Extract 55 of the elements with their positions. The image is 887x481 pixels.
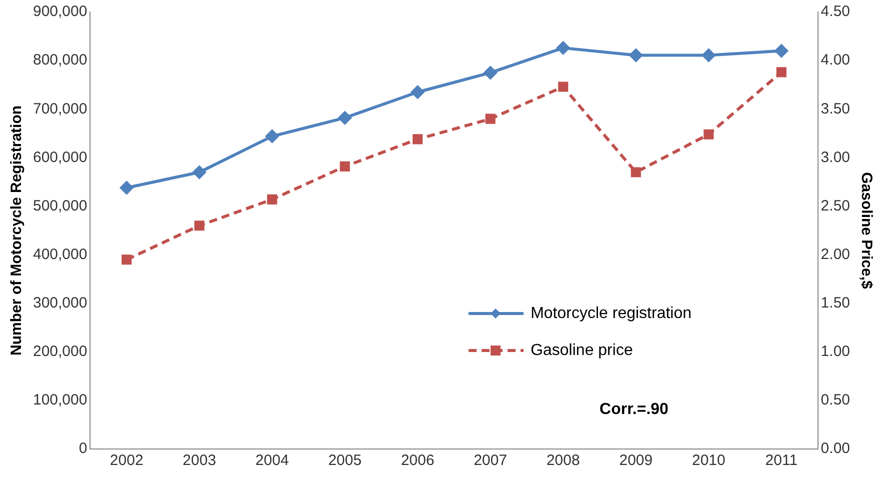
annotation: Corr.=.90 <box>600 401 669 418</box>
y2-tick-label: 4.00 <box>820 52 850 69</box>
point <box>558 82 568 92</box>
point <box>630 167 641 178</box>
y2-tick-label: 0.50 <box>820 392 850 409</box>
point <box>266 130 279 143</box>
point <box>122 254 132 265</box>
x-tick-label: 2008 <box>546 452 580 470</box>
y2-tick-label: 2.50 <box>820 197 850 214</box>
point <box>702 48 716 62</box>
x-tick-label: 2007 <box>474 452 508 470</box>
point <box>411 86 424 99</box>
y-tick-label: 800,000 <box>32 52 88 69</box>
point <box>556 41 570 54</box>
point <box>629 48 642 62</box>
point <box>267 194 278 204</box>
point <box>484 66 497 80</box>
point <box>338 111 352 124</box>
y-tick-label: 100,000 <box>32 392 88 409</box>
x-tick-label: 2002 <box>110 452 144 470</box>
y-tick-label: 0 <box>78 440 88 458</box>
y2-tick-label: 0.00 <box>820 440 850 458</box>
y-tick-label: 500,000 <box>32 197 88 214</box>
x-tick-label: 2006 <box>400 452 434 470</box>
y-tick-label: 300,000 <box>32 294 88 312</box>
y-tick-label: 600,000 <box>32 148 88 166</box>
y2-tick-label: 1.50 <box>820 294 850 312</box>
y2-tick-label: 3.50 <box>820 100 850 118</box>
point <box>194 220 204 231</box>
point <box>340 161 350 172</box>
y2-tick-label: 4.50 <box>820 3 850 20</box>
y2-tick-label: 1.00 <box>820 343 850 360</box>
point <box>120 181 134 194</box>
point <box>412 134 423 144</box>
legend-label: Gasoline price <box>530 342 633 359</box>
y-tick-label: 400,000 <box>32 246 88 263</box>
y-tick-label: 900,000 <box>32 3 88 20</box>
x-tick-label: 2009 <box>619 452 653 470</box>
y2-tick-label: 2.00 <box>820 246 850 263</box>
point <box>776 67 786 78</box>
x-tick-label: 2004 <box>255 452 289 470</box>
point <box>485 114 496 124</box>
point <box>774 44 788 58</box>
point <box>704 129 714 140</box>
y2-tick-label: 3.00 <box>820 148 850 166</box>
x-tick-label: 2003 <box>182 452 216 470</box>
y-axis-title: Number of Motorcycle Registration <box>8 105 26 356</box>
x-tick-label: 2005 <box>328 452 362 470</box>
y2-axis-title: Gasoline Price,$ <box>858 172 875 290</box>
y-tick-label: 200,000 <box>32 343 88 360</box>
x-tick-label: 2010 <box>692 452 726 470</box>
y-tick-label: 700,000 <box>32 100 88 118</box>
point <box>192 166 206 179</box>
legend-label: Motorcycle registration <box>530 304 692 322</box>
x-tick-label: 2011 <box>765 452 798 470</box>
